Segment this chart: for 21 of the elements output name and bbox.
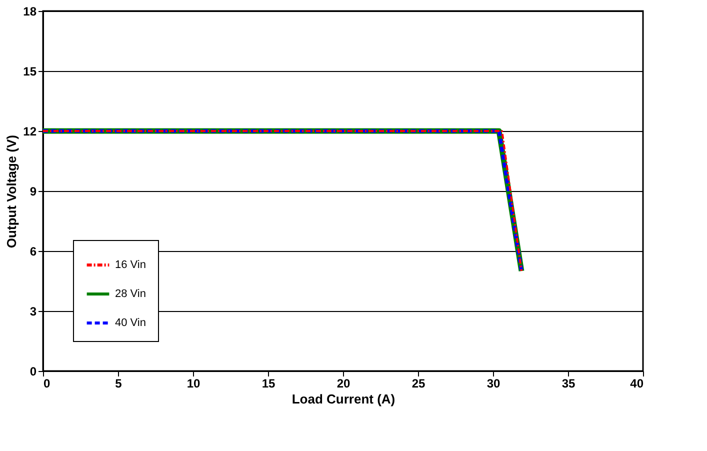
x-tick-label: 5 [115,376,122,390]
x-tick-label: 25 [412,376,426,390]
legend-label: 40 Vin [115,317,146,329]
y-tick-label: 9 [30,184,37,198]
x-tick-label: 30 [486,376,500,390]
x-tick-label: 40 [630,376,644,390]
legend-label: 16 Vin [115,259,146,271]
x-axis-title: Load Current (A) [292,392,396,406]
y-tick-label: 12 [23,124,37,138]
x-tick-label: 0 [44,376,50,390]
x-tick-label: 10 [186,376,200,390]
y-tick-label: 3 [30,304,37,318]
x-tick-label: 20 [336,376,350,390]
x-tick-label: 35 [562,376,576,390]
legend-label: 28 Vin [115,288,146,300]
y-tick-label: 15 [23,64,37,78]
y-axis-title: Output Voltage (V) [4,134,20,248]
x-tick-label: 15 [262,376,276,390]
y-tick-label: 6 [30,244,37,258]
y-tick-label: 0 [30,364,37,378]
y-tick-label: 18 [23,4,37,18]
